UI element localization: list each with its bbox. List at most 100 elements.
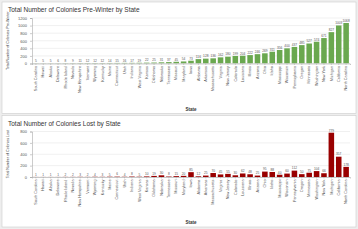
- data-label: 2: [87, 173, 89, 177]
- x-tick-label: Wisconsin: [285, 66, 289, 83]
- bar: [203, 59, 209, 64]
- data-label: 73: [189, 57, 193, 61]
- x-tick-label: West Virginia: [138, 65, 142, 88]
- x-tick-label: Delaware: [56, 180, 60, 196]
- y-tick-label: 800: [20, 31, 27, 36]
- chart-panel: 1111223243564851019308152085122570455530…: [2, 116, 356, 228]
- y-tick: 1000: [18, 23, 32, 28]
- x-tick: Minnesota: [307, 64, 311, 84]
- x-tick-label: Arizona: [256, 65, 260, 79]
- x-tick-label: New York: [322, 66, 326, 82]
- x-tick: Hawaii: [41, 177, 45, 191]
- bar: [292, 171, 298, 177]
- x-tick-label: Alabama: [197, 179, 201, 195]
- data-label: 37: [167, 58, 171, 62]
- y-tick-label: 200: [20, 163, 27, 168]
- data-label: 116: [196, 55, 201, 59]
- x-tick: Arkansas: [204, 177, 208, 195]
- data-label: 311: [270, 48, 275, 52]
- x-tick-mark: [301, 64, 302, 66]
- x-tick-mark: [168, 177, 169, 179]
- y-tick: 200: [20, 54, 32, 59]
- data-label: 25: [152, 58, 156, 62]
- x-tick-mark: [205, 64, 206, 66]
- x-tick-mark: [35, 177, 36, 179]
- x-tick-mark: [301, 177, 302, 179]
- bar: [262, 53, 268, 63]
- x-tick-mark: [316, 64, 317, 66]
- data-label: 136: [210, 54, 216, 58]
- grid: [32, 132, 350, 178]
- data-label: 30: [160, 171, 164, 175]
- x-tick: Michigan: [330, 177, 334, 195]
- x-tick-label: Maine: [108, 66, 112, 76]
- x-tick-mark: [191, 177, 192, 179]
- x-tick-label: Michigan: [330, 180, 334, 195]
- y-tick-mark: [30, 177, 32, 178]
- bar: [277, 50, 283, 63]
- x-tick: Kansas: [145, 64, 149, 79]
- x-axis: South CarolinaHawaiiAlaskaDelawareRhode …: [33, 64, 351, 94]
- y-tick-label: 400: [20, 152, 27, 157]
- x-axis: South CarolinaHawaiiAlaskaDelawareRhode …: [33, 177, 351, 207]
- x-tick: Connecticut: [115, 64, 119, 87]
- x-tick: Washington: [315, 64, 319, 86]
- data-label: 14: [108, 59, 112, 63]
- y-tick-mark: [30, 18, 32, 19]
- x-tick-mark: [35, 64, 36, 66]
- x-tick-label: Illinois: [248, 179, 252, 190]
- data-label: 827: [329, 28, 335, 32]
- x-tick: Virginia: [219, 64, 223, 79]
- x-tick-label: Oklahoma: [152, 65, 156, 83]
- x-tick-mark: [43, 64, 44, 66]
- bar: [218, 57, 224, 63]
- y-tick-mark: [30, 154, 32, 155]
- grid-line: [32, 154, 350, 155]
- x-axis-line: [33, 64, 351, 65]
- x-tick-mark: [272, 64, 273, 66]
- x-tick-mark: [168, 64, 169, 66]
- x-tick-label: Kentucky: [101, 179, 105, 195]
- x-tick-mark: [338, 64, 339, 66]
- bar: [269, 172, 275, 177]
- data-label: 4: [94, 173, 96, 177]
- x-tick-mark: [287, 64, 288, 66]
- x-tick: Louisiana: [241, 177, 245, 196]
- data-label: 357: [336, 152, 342, 156]
- x-tick-mark: [183, 177, 184, 179]
- data-label: 11: [79, 59, 83, 63]
- data-label: 5: [35, 59, 37, 63]
- data-label: 9: [72, 59, 74, 63]
- x-tick-mark: [146, 177, 147, 179]
- x-tick: Utah: [123, 64, 127, 75]
- data-label: 485: [299, 41, 305, 45]
- data-label: 671: [321, 34, 327, 38]
- x-tick: Connecticut: [115, 177, 119, 200]
- x-tick: Nevada: [71, 64, 75, 80]
- y-tick: 1200: [18, 16, 32, 21]
- data-label: 8: [168, 172, 170, 176]
- x-tick-mark: [235, 177, 236, 179]
- x-tick: Arkansas: [204, 64, 208, 82]
- data-labels: 1111223243564851019308152085122570455530…: [35, 128, 349, 176]
- x-tick-label: Utah: [123, 180, 127, 188]
- x-tick-mark: [198, 64, 199, 66]
- x-tick-mark: [80, 177, 81, 179]
- x-tick: Oklahoma: [152, 177, 156, 197]
- data-label: 12: [93, 59, 97, 63]
- x-tick-mark: [242, 177, 243, 179]
- x-tick-mark: [294, 177, 295, 179]
- bar: [181, 61, 187, 63]
- x-tick-mark: [72, 64, 73, 66]
- y-tick-label: 0: [25, 61, 28, 66]
- data-label: 222: [247, 51, 253, 55]
- x-tick: Illinois: [248, 64, 252, 77]
- data-label: 6: [116, 172, 118, 176]
- x-axis-title: State: [185, 220, 197, 225]
- y-tick-label: 1200: [18, 16, 28, 21]
- x-tick-mark: [338, 177, 339, 179]
- x-tick-label: South Carolina: [34, 65, 38, 91]
- bar: [196, 59, 202, 63]
- x-tick-mark: [176, 177, 177, 179]
- bar: [203, 176, 209, 177]
